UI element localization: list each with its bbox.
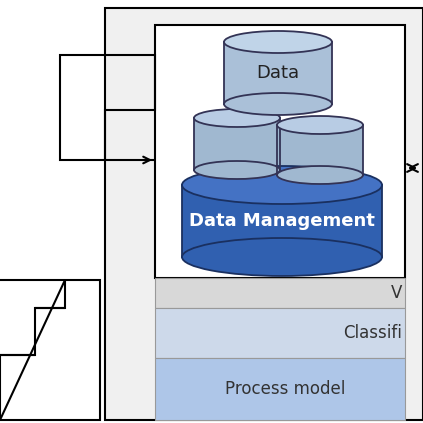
Bar xyxy=(277,125,363,175)
Ellipse shape xyxy=(277,166,363,184)
Ellipse shape xyxy=(194,109,280,127)
Text: Classifi: Classifi xyxy=(343,324,402,342)
Text: Data: Data xyxy=(256,64,299,82)
Bar xyxy=(155,25,405,278)
Bar xyxy=(105,8,423,420)
Ellipse shape xyxy=(194,161,280,179)
Text: V: V xyxy=(390,284,402,302)
Text: Data Management: Data Management xyxy=(189,212,375,230)
Bar xyxy=(182,185,382,257)
Ellipse shape xyxy=(277,116,363,134)
Ellipse shape xyxy=(182,166,382,204)
Text: Process model: Process model xyxy=(225,380,345,398)
Bar xyxy=(224,42,332,104)
Bar xyxy=(155,308,405,358)
Bar xyxy=(155,358,405,420)
Bar xyxy=(155,278,405,308)
Ellipse shape xyxy=(224,31,332,53)
Ellipse shape xyxy=(224,93,332,115)
Ellipse shape xyxy=(182,238,382,276)
Bar xyxy=(194,118,280,170)
